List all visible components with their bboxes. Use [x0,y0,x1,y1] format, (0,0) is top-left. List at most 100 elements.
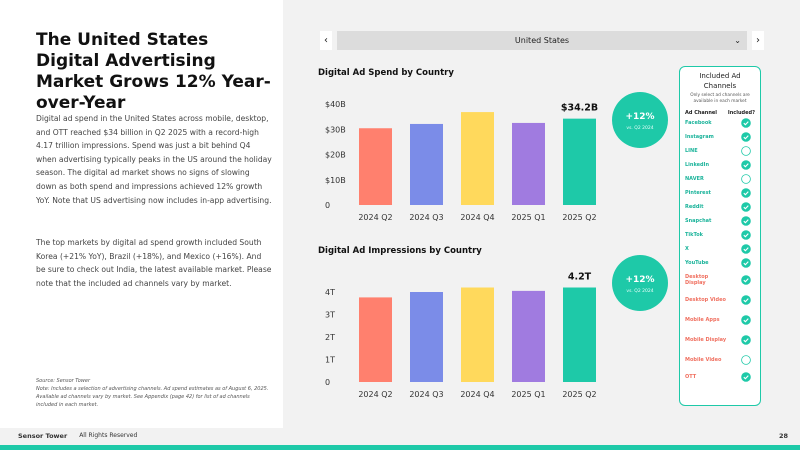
bar [512,122,545,205]
bar [410,123,443,205]
dropdown-value: United States [514,36,570,45]
accent-strip [0,445,800,450]
panel-subtitle: Only select ad channels are available in… [690,93,750,104]
channel-name: Desktop Display [685,273,709,287]
check-icon [741,335,751,345]
empty-icon [741,355,751,365]
channel-rows: Facebook Instagram LINE LinkedIn NAVER Pinter… [685,116,755,384]
check-icon [741,188,751,198]
x-tick-label: 2025 Q1 [511,213,545,222]
channel-name: YouTube [685,259,709,266]
channel-name: Instagram [685,133,714,140]
channel-row: Reddit [685,200,755,214]
channel-row: OTT [685,370,755,384]
channel-row: Desktop Display [685,270,755,290]
next-button[interactable]: › [752,31,764,50]
check-icon [741,118,751,128]
bar [461,112,494,205]
channel-row: TikTok [685,228,755,242]
paragraph: The top markets by digital ad spend grow… [36,238,272,288]
dropdown-caret: ⌄ [734,36,741,45]
left-panel: The United States Digital Advertising Ma… [0,0,283,428]
channel-row: Mobile Display [685,330,755,350]
copyright: All Rights Reserved [79,432,138,439]
bar [461,287,494,382]
channel-row: X [685,242,755,256]
chart-title: Digital Ad Spend by Country [318,68,454,78]
chart-title: Digital Ad Impressions by Country [318,246,482,256]
check-icon [741,244,751,254]
check-icon [741,132,751,142]
y-tick-label: $40B [325,100,346,109]
panel-title: Included Ad Channels [699,72,741,90]
check-icon [741,160,751,170]
check-icon [741,372,751,382]
bar [512,290,545,382]
channel-name: NAVER [685,175,704,182]
value-label: $34.2B [561,103,598,114]
column-header: Ad Channel [685,110,718,116]
check-icon [741,258,751,268]
channel-name: X [685,245,689,252]
x-tick-label: 2025 Q2 [562,213,596,222]
channel-name: Mobile Video [685,356,722,363]
bar [563,287,596,382]
channels-panel: Included Ad Channels Only select ad chan… [679,66,761,406]
channel-row: NAVER [685,172,755,186]
page-number: 28 [778,432,788,440]
channel-row: Mobile Apps [685,310,755,330]
y-tick-label: $20B [325,151,346,160]
note: Note: Includes a selection of advertisin… [36,386,269,408]
growth-badge [612,255,668,311]
y-tick-label: $30B [325,125,346,134]
check-icon [741,275,751,285]
channel-name: Reddit [685,203,704,210]
source-note: Source: Sensor Tower Note: Includes a se… [36,377,272,409]
column-header: Included? [727,110,755,116]
y-tick-label: 4T [325,288,335,297]
channel-name: LINE [685,147,698,154]
channel-name: Facebook [685,119,712,126]
y-tick-label: 3T [325,311,335,320]
channel-row: Snapchat [685,214,755,228]
badge-text: +12% [625,275,654,285]
badge-text: +12% [625,112,654,122]
headline: The United States Digital Advertising Ma… [36,30,271,113]
channel-name: LinkedIn [685,161,710,168]
channel-row: Instagram [685,130,755,144]
panel-header: Ad Channel Included? [685,110,755,116]
channel-row: YouTube [685,256,755,270]
paragraph: Digital ad spend in the United States ac… [36,114,272,205]
channel-row: Mobile Video [685,350,755,370]
prev-button[interactable]: ‹ [320,31,332,50]
x-tick-label: 2024 Q2 [358,213,392,222]
channel-name: Snapchat [685,217,712,224]
brand: Sensor Tower [18,432,68,440]
bar [410,292,443,382]
x-tick-label: 2024 Q4 [460,213,494,222]
check-icon [741,295,751,305]
channel-name: Mobile Apps [685,316,720,323]
y-tick-label: 2T [325,333,335,342]
channel-name: OTT [685,373,697,380]
y-tick-label: 0 [325,378,330,387]
x-tick-label: 2024 Q2 [358,390,392,399]
y-tick-label: 0 [325,201,330,210]
source: Source: Sensor Tower [36,378,91,384]
growth-badge [612,92,668,148]
country-dropdown[interactable]: United States ⌄ [337,31,747,50]
badge-subtext: vs. Q2 2024 [626,125,653,131]
bar [359,128,392,205]
channel-row: LinkedIn [685,158,755,172]
check-icon [741,202,751,212]
bar [563,118,596,205]
check-icon [741,230,751,240]
channel-row: Desktop Video [685,290,755,310]
x-tick-label: 2024 Q4 [460,390,494,399]
x-tick-label: 2024 Q3 [409,213,443,222]
channel-name: Pinterest [685,189,711,196]
badge-subtext: vs. Q2 2024 [626,288,653,294]
x-tick-label: 2024 Q3 [409,390,443,399]
